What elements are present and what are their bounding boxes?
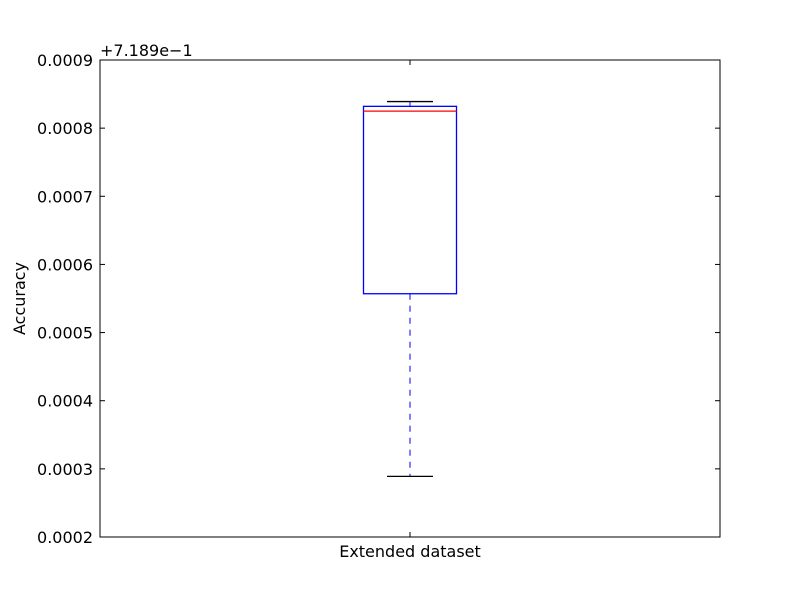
y-axis-ticks: 0.0002 0.0003 0.0004 0.0005 0.0006 0.0007 0.00…: [37, 51, 720, 547]
y-axis-label: Accuracy: [10, 262, 29, 335]
x-axis-ticks: Extended dataset: [339, 60, 481, 561]
box-series: [362, 100, 458, 478]
y-tick-label: 0.0006: [37, 255, 93, 274]
y-offset-label: +7.189e−1: [100, 41, 193, 60]
y-tick-label: 0.0008: [37, 119, 93, 138]
y-tick-label: 0.0002: [37, 528, 93, 547]
y-tick-label: 0.0007: [37, 187, 93, 206]
y-tick-label: 0.0005: [37, 324, 93, 343]
y-tick-label: 0.0003: [37, 460, 93, 479]
plot-frame: [99, 59, 721, 538]
y-tick-label: 0.0009: [37, 51, 93, 70]
box-iqr: [362, 105, 458, 295]
x-tick-label: Extended dataset: [339, 542, 481, 561]
y-tick-label: 0.0004: [37, 392, 93, 411]
